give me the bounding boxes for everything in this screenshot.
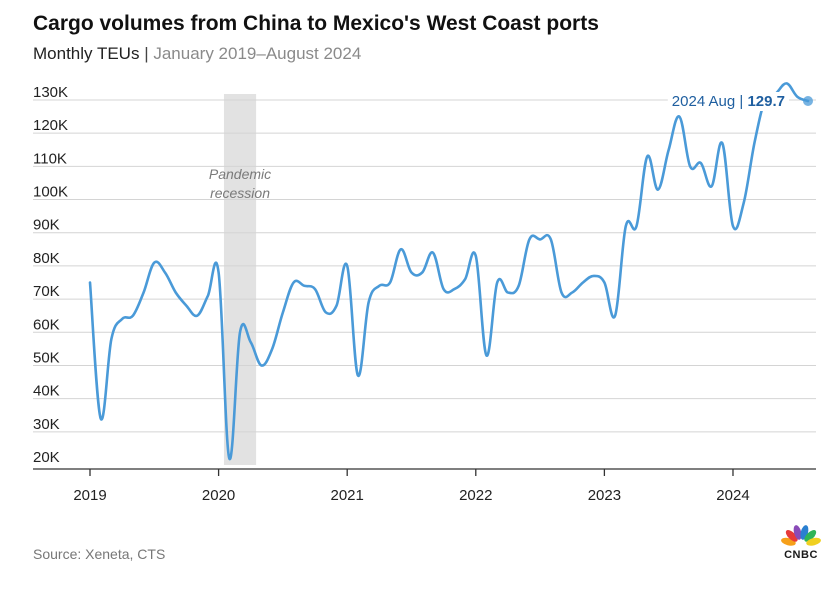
y-tick-label: 20K: [33, 449, 60, 466]
y-tick-label: 40K: [33, 383, 60, 400]
latest-point-marker: [803, 95, 813, 106]
series-line: [88, 82, 810, 461]
peacock-feather: [804, 530, 817, 542]
shaded-region-label-line2: recession: [210, 185, 270, 201]
y-tick-label: 120K: [33, 117, 68, 134]
y-tick-label: 70K: [33, 283, 60, 300]
y-tick-label: 80K: [33, 250, 60, 267]
x-tick-label: 2021: [331, 487, 364, 504]
latest-value-annotation: 2024 Aug | 129.7: [672, 93, 785, 110]
peacock-icon: [781, 525, 821, 546]
subtitle-date-range: January 2019–August 2024: [153, 44, 362, 63]
annotation-date: 2024 Aug: [672, 93, 735, 110]
y-tick-label: 60K: [33, 316, 60, 333]
subtitle-separator: |: [144, 44, 149, 63]
logo-wordmark: CNBC: [784, 549, 818, 561]
y-tick-label: 50K: [33, 349, 60, 366]
gridlines: [33, 99, 816, 433]
cnbc-logo: CNBC: [778, 523, 824, 567]
y-tick-label: 110K: [33, 150, 67, 167]
source-note: Source: Xeneta, CTS: [33, 546, 166, 562]
y-axis-labels: 20K 30K 40K 50K 60K 70K 80K 90K 100K 110K 120K 130K: [33, 84, 68, 466]
y-tick-label: 100K: [33, 184, 68, 201]
subtitle-unit: Monthly TEUs: [33, 44, 140, 63]
x-tick-label: 2019: [73, 487, 106, 504]
x-axis-ticks: 2019 2020 2021 2022 2023 2024: [73, 469, 750, 504]
annotation-value: 129.7: [747, 93, 785, 110]
chart-title: Cargo volumes from China to Mexico's Wes…: [33, 12, 599, 35]
annotation-separator: |: [739, 93, 743, 110]
pandemic-recession-band: [223, 94, 257, 465]
x-tick-label: 2024: [716, 487, 749, 504]
chart-subtitle: Monthly TEUs | January 2019–August 2024: [33, 44, 361, 64]
x-tick-label: 2020: [202, 487, 235, 504]
annotation-background: [667, 92, 789, 111]
peacock-body: [797, 542, 805, 545]
peacock-feather: [793, 525, 802, 540]
peacock-feather: [806, 537, 821, 546]
shaded-region-label: Pandemic: [209, 166, 271, 182]
y-tick-label: 90K: [33, 217, 60, 234]
x-tick-label: 2023: [588, 487, 621, 504]
y-tick-label: 130K: [33, 84, 68, 101]
x-tick-label: 2022: [459, 487, 492, 504]
y-tick-label: 30K: [33, 416, 60, 433]
peacock-feather: [785, 530, 798, 542]
